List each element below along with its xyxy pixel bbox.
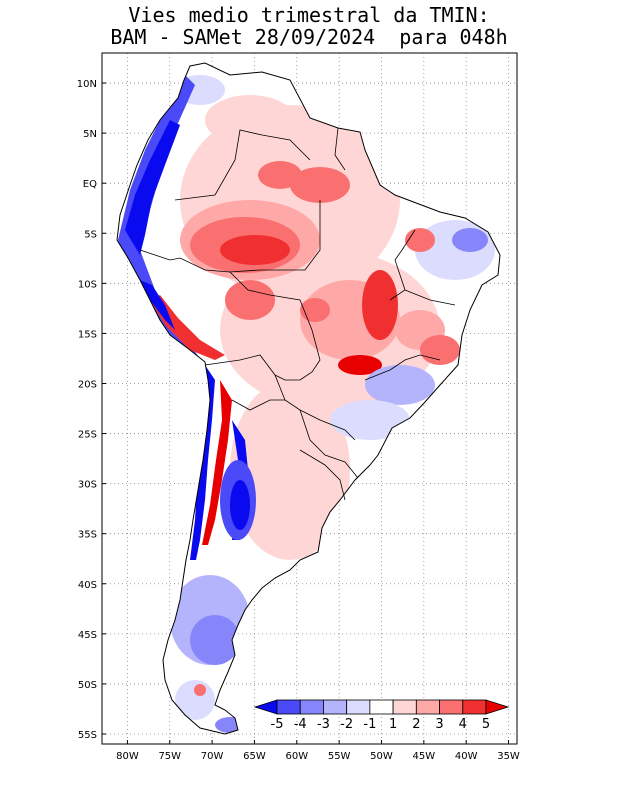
colorbar-swatch (323, 699, 348, 715)
lat-tick-label: 10N (77, 79, 97, 90)
lon-tick-label: 80W (116, 751, 139, 762)
lat-tick-label: 40S (78, 580, 97, 591)
lat-tick-label: 50S (78, 680, 97, 691)
title-line-1: Vies medio trimestral da TMIN: (128, 3, 490, 27)
map-frame (101, 52, 518, 745)
lon-tick-label: 70W (201, 751, 224, 762)
colorbar-swatch (369, 699, 394, 715)
colorbar-label: -1 (363, 717, 376, 732)
colorbar-label: -4 (294, 717, 307, 732)
lat-tick-label: 15S (78, 329, 97, 340)
colorbar-label: -3 (317, 717, 330, 732)
colorbar-label: 5 (482, 717, 490, 732)
colorbar-swatch (299, 699, 324, 715)
lat-ticks: 10N 5N EQ 5S 10S 15S 20S 25S 30S 35S 40S 45S 50S 55S (77, 79, 106, 741)
colorbar-label: -2 (340, 717, 353, 732)
lat-tick-label: 5S (84, 229, 97, 240)
lon-tick-label: 60W (285, 751, 308, 762)
lon-tick-label: 45W (413, 751, 436, 762)
title-line-2: BAM - SAMet 28/09/2024 para 048h (110, 25, 508, 49)
colorbar-max-arrow (485, 699, 510, 715)
colorbar-label: 1 (389, 717, 397, 732)
lon-tick-label: 75W (158, 751, 181, 762)
colorbar: -5 -4 -3 -2 -1 1 2 3 4 5 (253, 699, 510, 732)
colorbar-min-arrow (253, 699, 278, 715)
lat-tick-label: EQ (83, 179, 97, 190)
lat-tick-label: 55S (78, 730, 97, 741)
lon-tick-label: 35W (497, 751, 520, 762)
lat-tick-label: 25S (78, 430, 97, 441)
lat-tick-label: 35S (78, 530, 97, 541)
colorbar-swatch (346, 699, 371, 715)
country-borders (139, 127, 456, 501)
map-title: Vies medio trimestral da TMIN: BAM - SAM… (0, 4, 618, 48)
colorbar-label: 3 (435, 717, 443, 732)
lon-tick-label: 50W (370, 751, 393, 762)
lat-tick-label: 10S (78, 279, 97, 290)
lon-tick-label: 40W (455, 751, 478, 762)
colorbar-label: 4 (459, 717, 467, 732)
colorbar-label: 2 (412, 717, 420, 732)
lat-tick-label: 20S (78, 379, 97, 390)
colorbar-swatch (462, 699, 487, 715)
colorbar-swatch (439, 699, 464, 715)
colorbar-swatch (415, 699, 440, 715)
lat-tick-label: 45S (78, 630, 97, 641)
lat-tick-label: 5N (83, 129, 97, 140)
colorbar-swatch (392, 699, 417, 715)
lon-ticks: 80W 75W 70W 65W 60W 55W 50W 45W 40W 35W (116, 740, 520, 762)
lon-tick-label: 65W (243, 751, 266, 762)
colorbar-label: -5 (271, 717, 284, 732)
lat-tick-label: 30S (78, 480, 97, 491)
colorbar-swatch (276, 699, 301, 715)
bias-field (117, 63, 500, 734)
lon-tick-label: 55W (328, 751, 351, 762)
